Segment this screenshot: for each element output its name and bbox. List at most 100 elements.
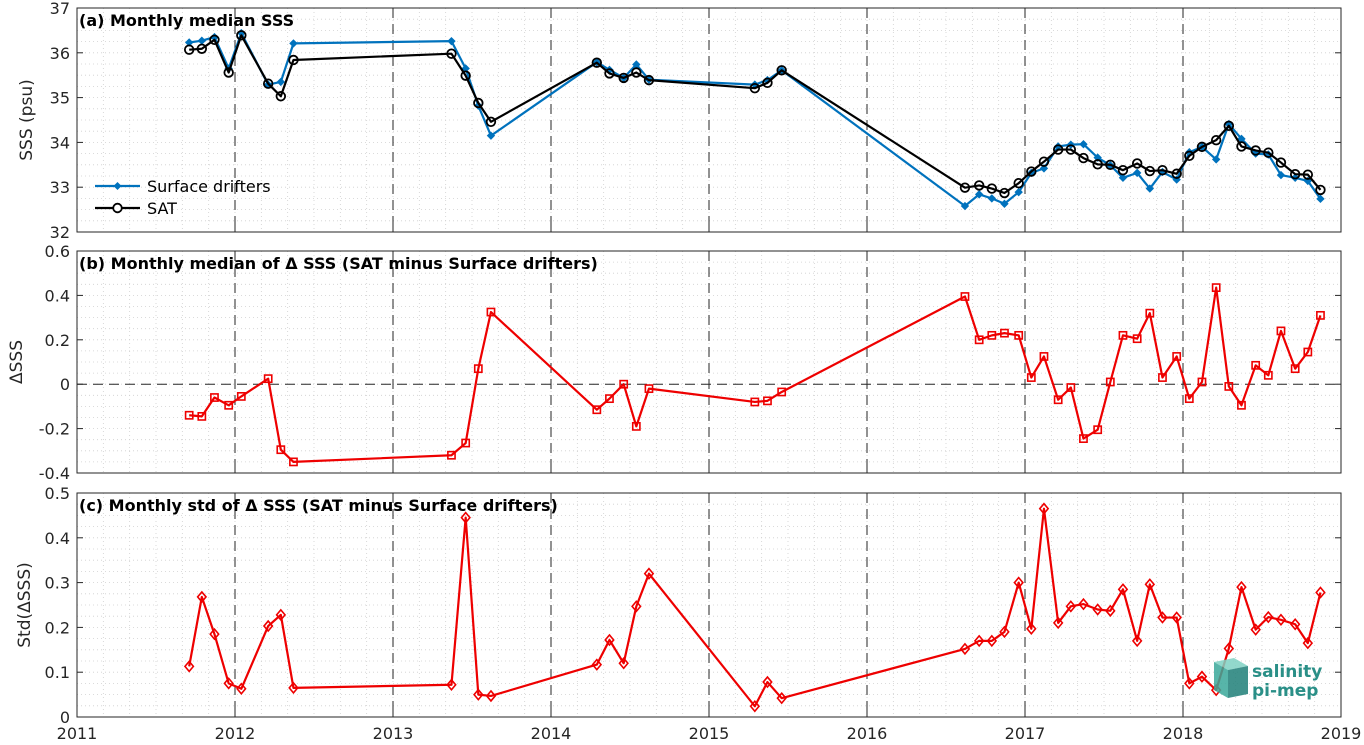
series-0-point-40 — [1224, 382, 1234, 391]
sat-point-13 — [604, 68, 615, 79]
y-tick-label: 0 — [60, 708, 70, 727]
sat-point-19 — [776, 65, 787, 76]
sat-point-26 — [1038, 156, 1050, 167]
series-0-point-42 — [1250, 623, 1261, 636]
logo-text-line1: salinity — [1252, 662, 1322, 682]
series-0-point-32 — [1118, 330, 1128, 340]
series-0-point-17 — [749, 700, 761, 713]
series-0-point-22 — [986, 634, 998, 648]
series-0-point-33 — [1132, 334, 1142, 344]
sat-point-44 — [1275, 157, 1287, 168]
sat-point-2 — [209, 34, 220, 46]
sat-point-22 — [986, 183, 998, 194]
series-0-point-37 — [1184, 677, 1195, 690]
panel-b-series — [184, 283, 1325, 467]
surface-drifters-point-24 — [1014, 187, 1023, 197]
series-0-point-30 — [1093, 425, 1103, 435]
sat-line — [189, 34, 1322, 195]
series-0-point-28 — [1066, 383, 1076, 392]
series-0-point-38 — [1196, 670, 1208, 683]
series-0-point-28 — [1065, 600, 1077, 613]
sat-point-9 — [460, 70, 471, 81]
series-0-line — [189, 286, 1322, 463]
sat-point-31 — [1105, 159, 1116, 171]
legend-marker-sat — [112, 202, 123, 214]
surface-drifters-point-6 — [276, 77, 286, 87]
series-0-point-3 — [223, 677, 234, 690]
series-0-point-11 — [485, 689, 497, 703]
sat-point-10 — [473, 97, 484, 109]
sat-point-42 — [1250, 145, 1261, 156]
panel-b-y-ticks: -0.4 -0.2 0 0.2 0.4 0.6 — [39, 242, 1342, 483]
panel-b-year-lines — [234, 251, 1184, 473]
series-0-point-35 — [1158, 373, 1167, 382]
series-0-point-23 — [999, 625, 1010, 639]
series-0-point-34 — [1144, 578, 1156, 591]
surface-drifters-point-2 — [210, 32, 219, 42]
series-0-point-45 — [1290, 364, 1300, 374]
surface-drifters-point-18 — [763, 75, 772, 85]
logo-text-line2: pi-mep — [1252, 681, 1318, 701]
series-0-point-26 — [1039, 352, 1049, 361]
sat-markers — [183, 30, 1326, 199]
logo-cube-icon — [1214, 658, 1248, 698]
series-0-point-13 — [604, 633, 615, 647]
panel-a-monthly-median-sss: 32 33 34 35 36 37 (a) Monthly median SSS SSS … — [17, 0, 1342, 242]
sat-point-15 — [631, 67, 642, 78]
surface-drifters-point-11 — [486, 131, 496, 140]
sat-point-34 — [1144, 165, 1156, 177]
series-0-point-4 — [236, 392, 246, 401]
series-0-point-23 — [1000, 328, 1009, 338]
y-tick-label: 32 — [50, 223, 70, 242]
sat-point-8 — [446, 48, 457, 59]
sat-point-30 — [1092, 159, 1103, 170]
series-0-markers — [183, 502, 1326, 713]
x-tick-label: 2016 — [847, 724, 888, 743]
series-0-point-42 — [1251, 360, 1261, 370]
surface-drifters-point-0 — [184, 38, 194, 47]
panel-b-title: (b) Monthly median of Δ SSS (SAT minus S… — [79, 254, 598, 273]
surface-drifters-point-22 — [987, 194, 997, 203]
series-0-point-11 — [486, 307, 496, 317]
surface-drifters-point-33 — [1132, 168, 1142, 178]
y-tick-label: -0.2 — [39, 420, 70, 439]
sat-point-14 — [618, 72, 629, 84]
y-tick-label: 35 — [50, 89, 70, 108]
sat-point-40 — [1223, 120, 1235, 132]
series-0-point-21 — [973, 634, 985, 648]
sat-point-12 — [591, 57, 603, 68]
sat-point-23 — [999, 187, 1010, 199]
sat-point-25 — [1026, 166, 1037, 177]
series-0-point-12 — [591, 658, 603, 671]
panel-a-year-lines — [234, 8, 1184, 232]
panel-a-legend: Surface drifters SAT — [95, 177, 271, 218]
series-0-point-9 — [460, 511, 471, 524]
panel-c-std-delta-sss: 00.10.20.30.40.5 2011 2012 2013 2014 2015 201… — [15, 484, 1361, 743]
sat-point-1 — [196, 43, 208, 54]
series-0-point-47 — [1316, 310, 1325, 320]
x-tick-label: 2018 — [1163, 724, 1204, 743]
surface-drifters-point-43 — [1264, 150, 1273, 159]
sat-point-37 — [1184, 150, 1195, 162]
series-0-point-26 — [1038, 502, 1050, 515]
series-0-point-16 — [643, 567, 655, 580]
series-0-point-6 — [276, 445, 286, 455]
x-tick-label: 2019 — [1321, 724, 1362, 743]
series-0-point-32 — [1117, 583, 1129, 596]
series-0-point-46 — [1303, 347, 1313, 357]
series-0-point-38 — [1197, 377, 1207, 387]
legend-marker-surface-drifters — [113, 182, 122, 190]
sat-point-27 — [1052, 144, 1064, 155]
sat-point-43 — [1263, 147, 1274, 158]
series-0-point-6 — [275, 608, 287, 622]
series-0-point-3 — [224, 400, 234, 410]
sat-point-41 — [1236, 141, 1247, 152]
series-0-point-27 — [1053, 395, 1063, 405]
panel-c-x-ticks: 2011 2012 2013 2014 2015 2016 2017 2018 2019 — [57, 724, 1362, 743]
series-0-point-5 — [262, 619, 274, 633]
sat-point-0 — [183, 44, 195, 55]
sat-point-21 — [973, 180, 985, 191]
series-0-point-29 — [1079, 434, 1088, 443]
x-tick-label: 2011 — [57, 724, 98, 743]
